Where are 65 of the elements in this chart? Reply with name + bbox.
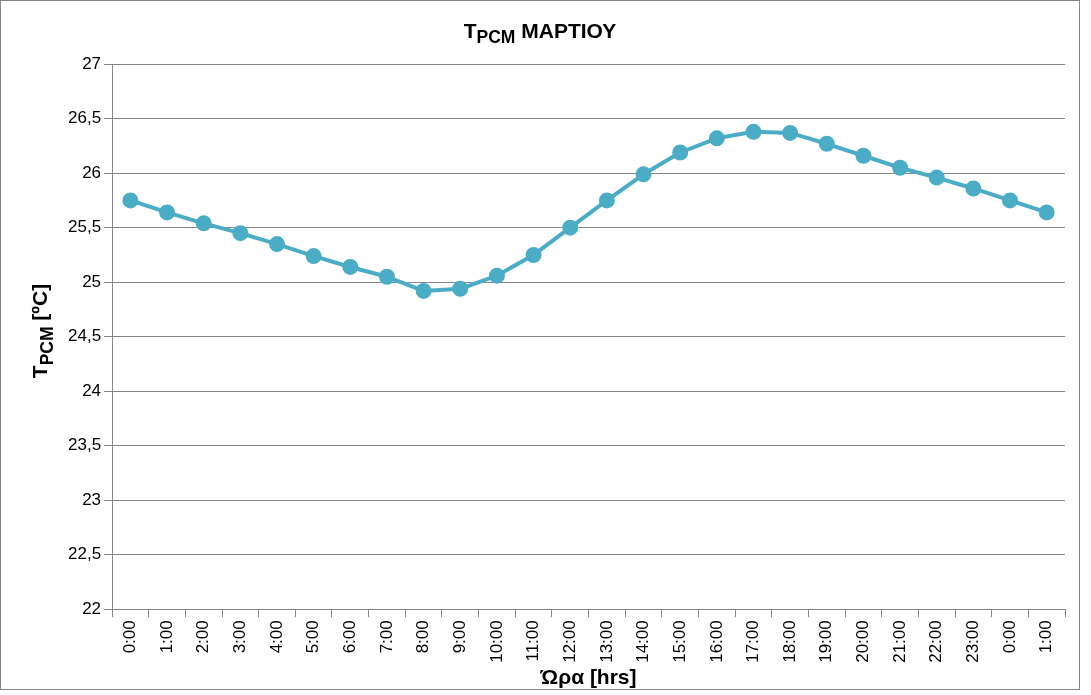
point — [415, 282, 432, 299]
chart-title: T$_{PCM}$ ΜΑΡΤΙΟΥ — [462, 19, 618, 49]
point — [195, 215, 212, 232]
point — [892, 159, 909, 176]
y-tick-label: 25 — [82, 271, 102, 291]
point — [232, 225, 249, 242]
x-tick-label: 1:00 — [156, 620, 176, 654]
point — [378, 268, 395, 285]
x-tick-label: 7:00 — [376, 620, 396, 654]
x-tick-label: 14:00 — [633, 620, 653, 663]
point — [525, 246, 542, 263]
point — [452, 280, 469, 297]
x-tick-label: 16:00 — [706, 620, 726, 663]
x-tick-label: 4:00 — [266, 620, 286, 654]
x-tick-label: 20:00 — [853, 620, 873, 663]
point — [965, 180, 982, 197]
x-tick-label: 18:00 — [779, 620, 799, 663]
x-tick-label: 6:00 — [340, 620, 359, 654]
x-tick-label: 17:00 — [743, 620, 763, 663]
x-tick-label: 22:00 — [926, 620, 946, 663]
point — [305, 248, 322, 265]
x-tick-label: 8:00 — [413, 620, 433, 654]
y-tick-label: 26 — [82, 162, 102, 182]
x-tick-label: 1:00 — [1036, 620, 1056, 654]
point — [488, 267, 505, 284]
x-tick-label: 0:00 — [120, 620, 140, 654]
point — [122, 192, 139, 209]
point — [269, 236, 286, 253]
x-tick-label: 12:00 — [559, 620, 579, 663]
x-axis-title: Ώρα [hrs] — [539, 665, 637, 689]
y-tick-label: 27 — [82, 53, 102, 73]
x-tick-label: 15:00 — [669, 620, 689, 663]
x-tick-label: 23:00 — [963, 620, 983, 663]
point — [708, 130, 725, 147]
point — [159, 204, 176, 221]
point — [855, 147, 872, 164]
x-tick-label: 10:00 — [486, 620, 506, 663]
y-tick-label: 22 — [82, 598, 102, 618]
x-tick-label: 5:00 — [303, 620, 323, 654]
x-tick-label: 0:00 — [999, 620, 1019, 654]
y-tick-label: 24,5 — [67, 326, 102, 346]
x-tick-label: 11:00 — [523, 620, 543, 662]
y-tick-label: 23 — [82, 489, 102, 509]
y-tick-label: 26,5 — [67, 108, 102, 128]
x-tick-label: 2:00 — [193, 620, 213, 654]
y-tick-label: 25,5 — [67, 217, 102, 237]
point — [782, 124, 799, 141]
point — [928, 169, 945, 186]
point — [1038, 204, 1055, 221]
point — [745, 123, 762, 140]
point — [562, 219, 579, 236]
x-tick-label: 3:00 — [230, 620, 250, 654]
y-tick-label: 22,5 — [67, 544, 102, 564]
y-tick-label: 23,5 — [67, 435, 102, 455]
x-tick-label: 19:00 — [816, 620, 836, 663]
point — [818, 135, 835, 152]
y-tick-label: 24 — [82, 380, 102, 400]
point — [1002, 192, 1019, 209]
point — [672, 144, 689, 161]
point — [598, 192, 615, 209]
x-tick-label: 21:00 — [889, 620, 909, 663]
x-tick-label: 13:00 — [596, 620, 616, 663]
point — [342, 258, 359, 275]
x-tick-label: 9:00 — [449, 620, 469, 654]
point — [635, 166, 652, 183]
